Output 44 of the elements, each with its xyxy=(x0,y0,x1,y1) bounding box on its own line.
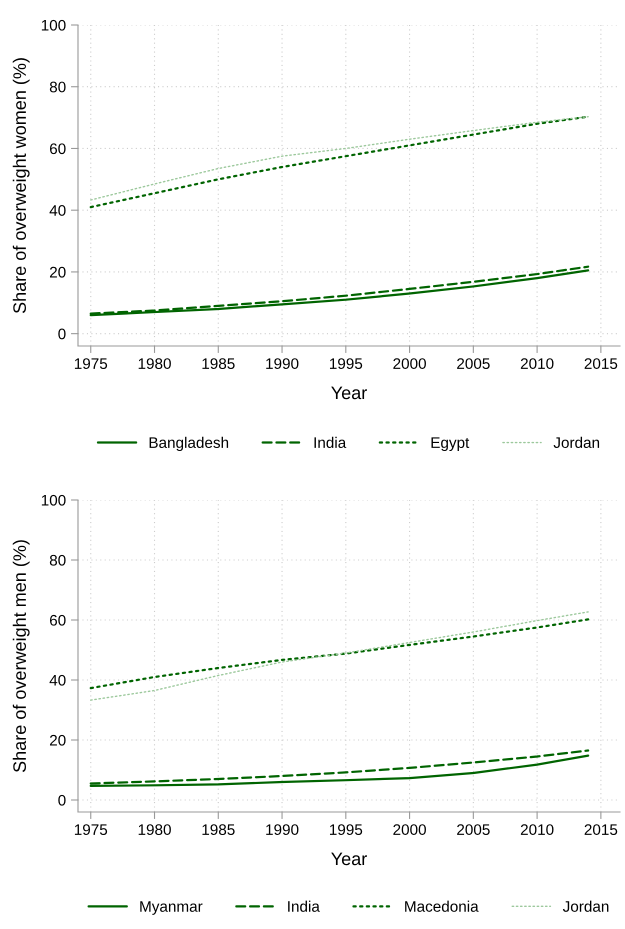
legend-label: Macedonia xyxy=(405,900,479,912)
y-tick-label: 40 xyxy=(50,674,66,686)
x-tick-label: 1985 xyxy=(202,824,235,836)
y-tick-label: 20 xyxy=(50,734,66,746)
y-axis-title: Share of overweight women (%) xyxy=(12,58,30,314)
x-tick-label: 2000 xyxy=(393,824,426,836)
x-tick-label: 2000 xyxy=(393,358,426,370)
y-tick-label: 100 xyxy=(42,20,66,31)
x-tick-label: 1995 xyxy=(330,824,362,836)
y-tick-label: 100 xyxy=(42,494,66,506)
x-axis-title: Year xyxy=(331,386,367,400)
x-tick-label: 2010 xyxy=(520,824,554,836)
line-series xyxy=(90,618,590,690)
x-tick-label: 1990 xyxy=(266,824,298,836)
line-series xyxy=(90,611,589,701)
y-tick-label: 0 xyxy=(58,794,66,806)
x-tick-label: 1975 xyxy=(74,358,108,370)
x-tick-label: 2015 xyxy=(584,824,618,836)
y-tick-label: 60 xyxy=(50,614,66,626)
x-tick-label: 2010 xyxy=(520,358,554,370)
x-axis-title: Year xyxy=(331,852,367,866)
legend-label: Jordan xyxy=(562,900,608,912)
y-tick-label: 0 xyxy=(58,328,66,340)
y-tick-label: 20 xyxy=(50,266,66,278)
x-tick-label: 2005 xyxy=(457,824,490,836)
y-tick-label: 40 xyxy=(50,205,66,216)
y-tick-label: 60 xyxy=(50,143,66,154)
x-tick-label: 1980 xyxy=(138,824,171,836)
x-tick-label: 2005 xyxy=(457,358,490,370)
legend-label: India xyxy=(314,436,346,448)
x-tick-label: 1980 xyxy=(138,358,171,370)
legend-label: India xyxy=(288,900,320,912)
x-tick-label: 2015 xyxy=(584,358,618,370)
x-tick-label: 1985 xyxy=(202,358,235,370)
x-tick-label: 1995 xyxy=(330,358,362,370)
x-tick-label: 1990 xyxy=(266,358,298,370)
x-tick-label: 1975 xyxy=(74,824,108,836)
y-tick-label: 80 xyxy=(50,554,66,566)
legend-label: Egypt xyxy=(432,437,470,452)
y-tick-label: 80 xyxy=(50,82,66,92)
legend-label: Myanmar xyxy=(140,901,202,915)
legend-label: Jordan xyxy=(554,436,600,448)
legend-label: Bangladesh xyxy=(150,436,228,452)
y-axis-title: Share of overweight men (%) xyxy=(12,540,30,772)
